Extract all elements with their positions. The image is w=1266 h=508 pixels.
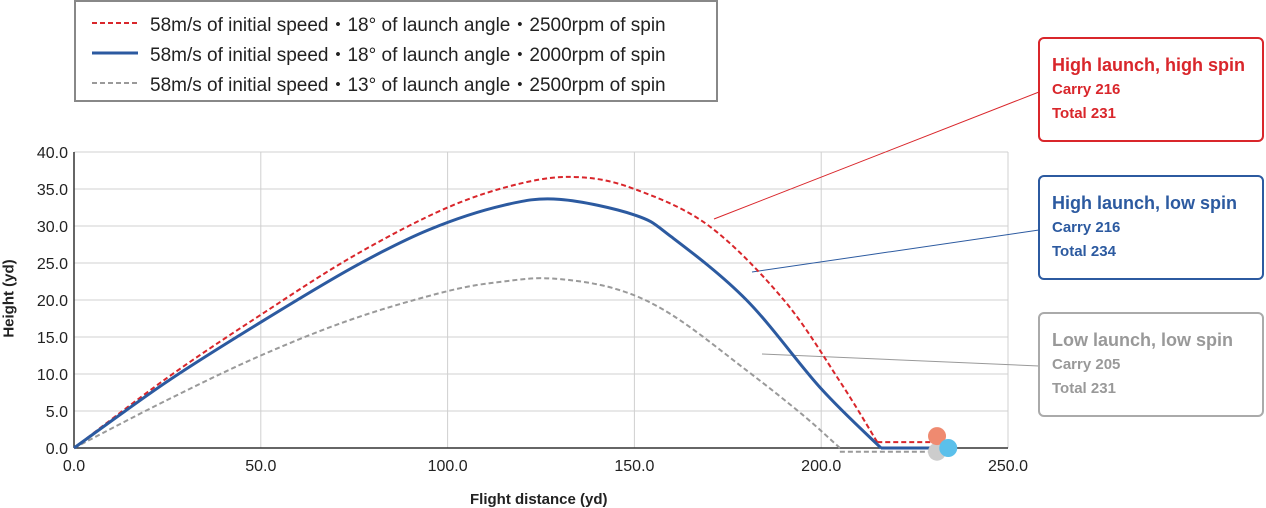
x-tick-label: 50.0 xyxy=(245,458,276,475)
x-axis-title: Flight distance (yd) xyxy=(470,491,608,508)
y-tick-label: 30.0 xyxy=(37,219,68,236)
legend-swatch-gray-dashed xyxy=(92,82,138,84)
callout-title: Low launch, low spin xyxy=(1052,330,1234,350)
legend-label: 58m/s of initial speed・18° of launch ang… xyxy=(150,44,666,66)
x-tick-label: 150.0 xyxy=(614,458,654,475)
legend-label: 58m/s of initial speed・13° of launch ang… xyxy=(150,74,666,96)
series-lines xyxy=(73,175,958,461)
y-tick-label: 10.0 xyxy=(37,367,68,384)
x-tick-label: 0.0 xyxy=(63,458,85,475)
legend-item-high-spin: 58m/s of initial speed・18° of launch ang… xyxy=(90,8,666,38)
legend-item-low-spin: 58m/s of initial speed・18° of launch ang… xyxy=(90,38,666,68)
y-tick-label: 5.0 xyxy=(46,404,68,421)
legend-label: 58m/s of initial speed・18° of launch ang… xyxy=(150,14,666,36)
y-axis-title: Height (yd) xyxy=(0,259,18,338)
y-tick-label: 40.0 xyxy=(37,145,68,162)
y-tick-label: 20.0 xyxy=(37,293,68,310)
legend-swatch-blue-solid xyxy=(92,51,138,55)
tick-labels: 0.0 5.0 10.0 15.0 20.0 25.0 30.0 35.0 40.0 0.0 50.… xyxy=(37,145,1028,475)
x-tick-label: 200.0 xyxy=(801,458,841,475)
legend-swatch-red-dashed xyxy=(92,22,138,24)
callout-title: High launch, low spin xyxy=(1052,193,1238,213)
x-tick-label: 250.0 xyxy=(988,458,1028,475)
callout-low-launch-low-spin: Low launch, low spin Carry 205 Total 231 xyxy=(1038,312,1264,417)
x-tick-label: 100.0 xyxy=(428,458,468,475)
leader-line-blue xyxy=(751,229,1040,273)
y-tick-label: 35.0 xyxy=(37,182,68,199)
axes xyxy=(73,152,1008,449)
callout-high-launch-high-spin: High launch, high spin Carry 216 Total 2… xyxy=(1038,37,1264,142)
y-tick-label: 25.0 xyxy=(37,256,68,273)
callout-carry: Carry 216 xyxy=(1052,219,1121,236)
callout-carry: Carry 205 xyxy=(1052,356,1121,373)
series-line-1 xyxy=(73,197,883,450)
legend: 58m/s of initial speed・18° of launch ang… xyxy=(74,0,718,102)
series-line-2 xyxy=(73,277,841,449)
series-line-0 xyxy=(73,175,879,449)
callout-title: High launch, high spin xyxy=(1052,55,1245,75)
landing-dot-1 xyxy=(939,439,958,457)
leader-line-red xyxy=(713,91,1040,220)
callout-high-launch-low-spin: High launch, low spin Carry 216 Total 23… xyxy=(1038,175,1264,280)
y-tick-label: 15.0 xyxy=(37,330,68,347)
callout-leader-lines xyxy=(713,91,1040,367)
callout-total: Total 234 xyxy=(1052,243,1116,260)
leader-line-gray xyxy=(761,353,1040,367)
grid-lines xyxy=(73,151,1009,449)
callout-carry: Carry 216 xyxy=(1052,81,1121,98)
legend-item-low-launch: 58m/s of initial speed・13° of launch ang… xyxy=(90,68,666,98)
callout-total: Total 231 xyxy=(1052,380,1116,397)
landing-dot-0 xyxy=(928,427,947,446)
callout-total: Total 231 xyxy=(1052,105,1116,122)
y-tick-label: 0.0 xyxy=(46,441,68,458)
